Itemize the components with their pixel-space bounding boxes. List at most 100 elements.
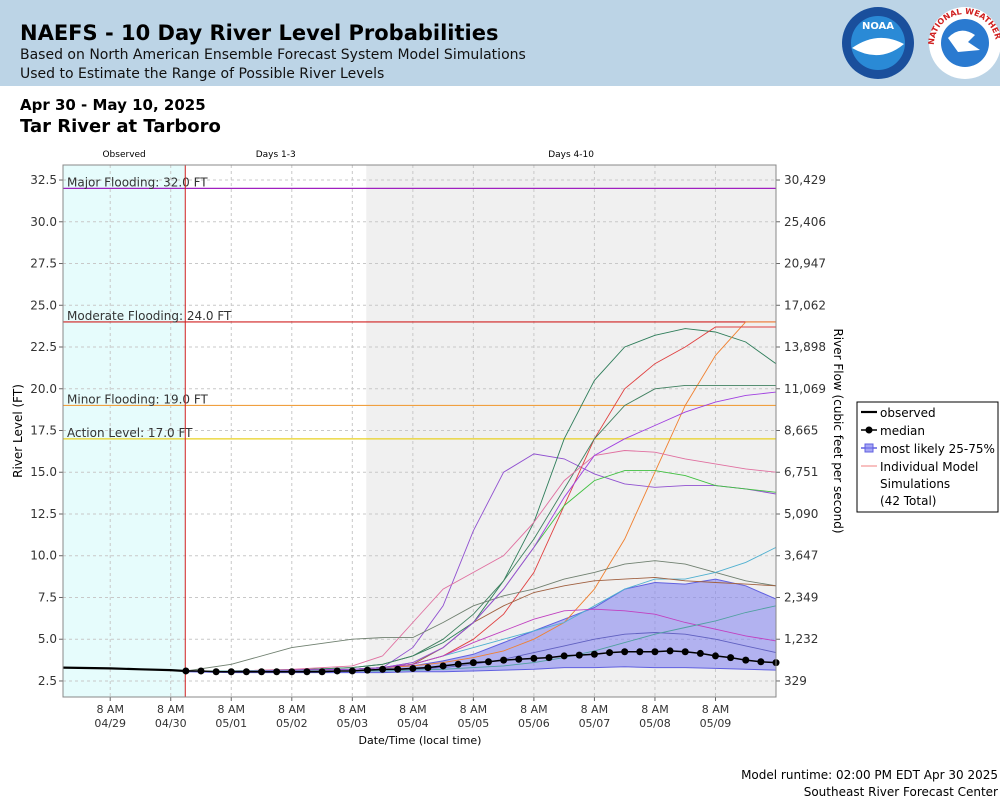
x-tick-label: 8 AM bbox=[641, 703, 669, 716]
median-point bbox=[212, 668, 220, 676]
median-point bbox=[394, 665, 402, 673]
simulation-line bbox=[185, 384, 776, 672]
threshold-label: Action Level: 17.0 FT bbox=[67, 426, 193, 440]
y-tick-label: 27.5 bbox=[30, 257, 57, 271]
simulation-line bbox=[185, 450, 777, 672]
y-tick-label: 22.5 bbox=[30, 340, 57, 354]
x-tick-label: 8 AM bbox=[399, 703, 427, 716]
x-tick-label: 8 AM bbox=[702, 703, 730, 716]
x-tick-label: 8 AM bbox=[339, 703, 367, 716]
y-tick-label: 30.0 bbox=[30, 215, 57, 229]
threshold-label: Moderate Flooding: 24.0 FT bbox=[67, 309, 232, 323]
plot: Observed Days 1-3 Days 4-10 2.5 329 5.0 1,232 7… bbox=[30, 150, 826, 730]
observed-line bbox=[62, 666, 186, 673]
y2-tick-label: 17,062 bbox=[784, 298, 826, 312]
median-point bbox=[681, 648, 689, 656]
y2-axis-label: River Flow (cubic feet per second) bbox=[831, 328, 845, 533]
median-point bbox=[303, 668, 311, 676]
legend-label: observed bbox=[880, 406, 936, 420]
y2-tick-label: 6,751 bbox=[784, 465, 818, 479]
y-tick-label: 32.5 bbox=[30, 173, 57, 187]
y2-tick-label: 329 bbox=[784, 674, 807, 688]
y-tick-label: 2.5 bbox=[38, 674, 57, 688]
y-tick-label: 15.0 bbox=[30, 465, 57, 479]
y-tick-label: 7.5 bbox=[38, 590, 57, 604]
median-point bbox=[273, 668, 281, 676]
region-label: Days 4-10 bbox=[548, 150, 594, 160]
logo-cloud bbox=[948, 30, 980, 52]
median-point bbox=[666, 647, 674, 655]
simulation-line bbox=[185, 560, 777, 672]
y-tick-label: 10.0 bbox=[30, 549, 57, 563]
x-tick-date: 05/06 bbox=[518, 717, 550, 730]
median-point bbox=[227, 668, 235, 676]
median-point bbox=[454, 660, 462, 668]
median-point bbox=[651, 648, 659, 656]
median-point bbox=[606, 649, 614, 657]
noaa-logo: NOAA bbox=[842, 7, 914, 79]
legend-label: Simulations bbox=[880, 477, 950, 491]
credit: Southeast River Forecast Center bbox=[804, 785, 998, 799]
median-point bbox=[258, 668, 266, 676]
median-point bbox=[711, 652, 719, 660]
y-tick-label: 25.0 bbox=[30, 298, 57, 312]
median-point bbox=[696, 649, 704, 657]
median-point bbox=[242, 668, 250, 676]
legend-label: median bbox=[880, 424, 925, 438]
header-title: NAEFS - 10 Day River Level Probabilities bbox=[20, 21, 499, 45]
legend-swatch bbox=[864, 443, 874, 453]
chart-title: Tar River at Tarboro bbox=[20, 116, 221, 137]
y2-tick-label: 11,069 bbox=[784, 382, 826, 396]
median-point bbox=[182, 667, 190, 675]
threshold-label: Minor Flooding: 19.0 FT bbox=[67, 392, 209, 406]
y2-tick-label: 25,406 bbox=[784, 215, 826, 229]
x-tick-label: 8 AM bbox=[581, 703, 609, 716]
median-point bbox=[409, 664, 417, 672]
median-point bbox=[288, 668, 296, 676]
x-tick-date: 05/02 bbox=[276, 717, 308, 730]
y2-tick-label: 20,947 bbox=[784, 257, 826, 271]
x-tick-label: 8 AM bbox=[520, 703, 548, 716]
median-point bbox=[333, 667, 341, 675]
median-point bbox=[575, 651, 583, 659]
x-tick-label: 8 AM bbox=[460, 703, 488, 716]
runtime: Model runtime: 02:00 PM EDT Apr 30 2025 bbox=[741, 768, 998, 782]
simulation-line bbox=[185, 391, 777, 672]
x-tick-date: 05/01 bbox=[215, 717, 247, 730]
median-point bbox=[636, 648, 644, 656]
region bbox=[63, 165, 186, 697]
logo-text: NOAA bbox=[862, 21, 894, 32]
median-point bbox=[500, 656, 508, 664]
median-point bbox=[469, 659, 477, 667]
legend-label: (42 Total) bbox=[880, 494, 936, 508]
plot-frame bbox=[62, 164, 777, 698]
legend-label: most likely 25-75% bbox=[880, 442, 995, 456]
x-tick-date: 04/30 bbox=[155, 717, 187, 730]
median-point bbox=[590, 650, 598, 658]
x-tick-date: 05/03 bbox=[336, 717, 368, 730]
median-point bbox=[757, 658, 765, 666]
x-tick-label: 8 AM bbox=[96, 703, 124, 716]
median-point bbox=[348, 667, 356, 675]
median-point bbox=[515, 655, 523, 663]
median-point bbox=[621, 648, 629, 656]
x-axis-label: Date/Time (local time) bbox=[359, 734, 482, 747]
legend: observed median most likely 25-75% Individu… bbox=[856, 401, 999, 513]
y2-tick-label: 2,349 bbox=[784, 590, 818, 604]
legend-swatch bbox=[865, 426, 873, 434]
header-subtitle: Based on North American Ensemble Forecas… bbox=[20, 47, 526, 63]
x-tick-date: 04/29 bbox=[94, 717, 126, 730]
median-point bbox=[727, 654, 735, 662]
x-tick-label: 8 AM bbox=[278, 703, 306, 716]
y2-tick-label: 30,429 bbox=[784, 173, 826, 187]
y-axis-label: River Level (FT) bbox=[11, 384, 25, 478]
median-line bbox=[185, 650, 777, 673]
median-point bbox=[318, 668, 326, 676]
region bbox=[185, 165, 367, 697]
x-tick-date: 05/08 bbox=[639, 717, 671, 730]
y2-tick-label: 3,647 bbox=[784, 549, 818, 563]
median-point bbox=[560, 652, 568, 660]
median-point bbox=[485, 658, 492, 666]
logo-bird bbox=[852, 37, 904, 56]
